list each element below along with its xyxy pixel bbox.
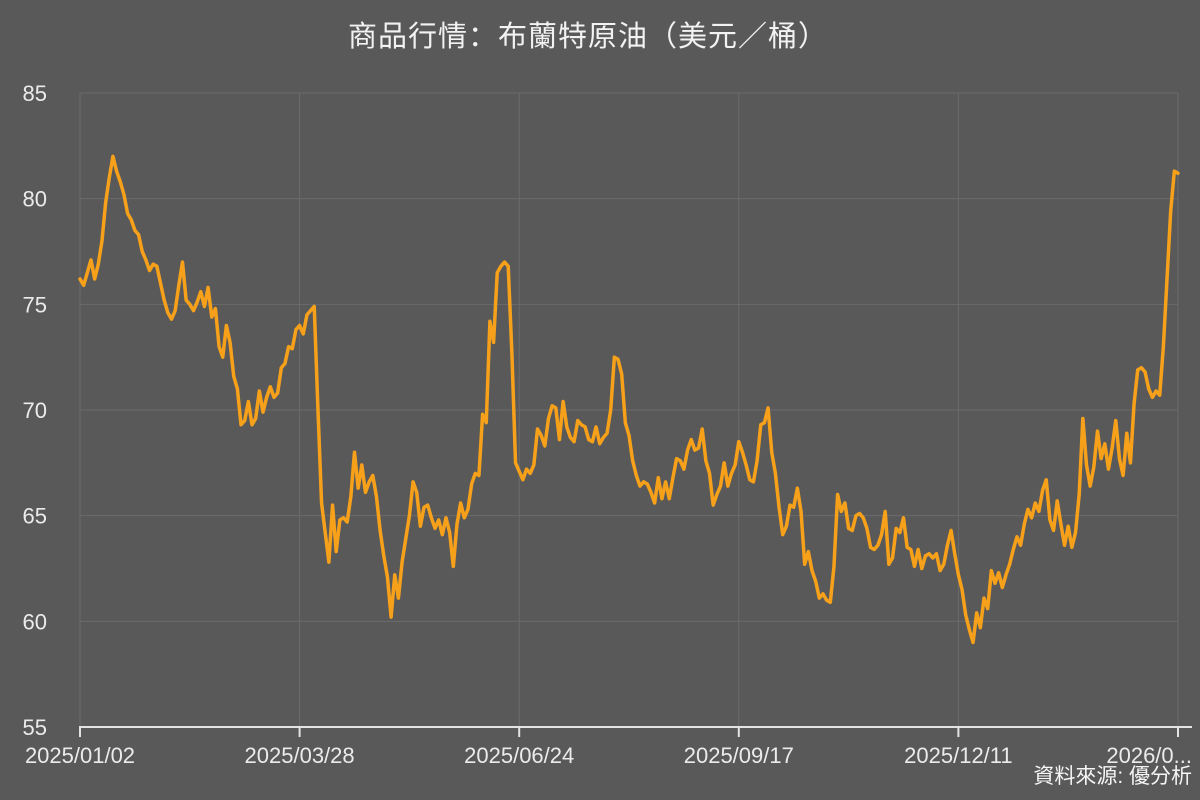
x-axis-tick-label: 2025/01/02: [25, 743, 135, 768]
y-axis-tick-label: 60: [23, 609, 47, 634]
price-line: [78, 154, 1180, 645]
y-axis-tick-label: 55: [23, 715, 47, 740]
x-axis-tick-label: 2025/12/11: [904, 743, 1012, 768]
y-axis-tick-label: 75: [23, 292, 47, 317]
y-axis-tick-label: 70: [23, 398, 47, 423]
grid-layer: [79, 92, 1179, 727]
axis-layer: [79, 726, 1192, 737]
x-axis-tick-label: 2025/09/17: [684, 743, 794, 768]
x-axis-tick-label: 2025/03/28: [245, 743, 355, 768]
label-layer: 85 80 75 70 65 60 55 2025/01/02 2025/03/28 2025/0…: [23, 81, 1192, 768]
y-axis-tick-label: 65: [23, 504, 47, 529]
x-axis-tick-label: 2025/06/24: [464, 743, 574, 768]
y-axis-tick-label: 80: [23, 187, 47, 212]
source-note: 資料來源: 優分析: [1033, 765, 1192, 788]
chart-title: 商品行情：布蘭特原油（美元／桶）: [347, 21, 828, 53]
y-axis-tick-label: 85: [23, 81, 47, 106]
series-layer: [78, 154, 1180, 645]
x-axis-tick-label: 2026/0...: [1106, 743, 1192, 768]
